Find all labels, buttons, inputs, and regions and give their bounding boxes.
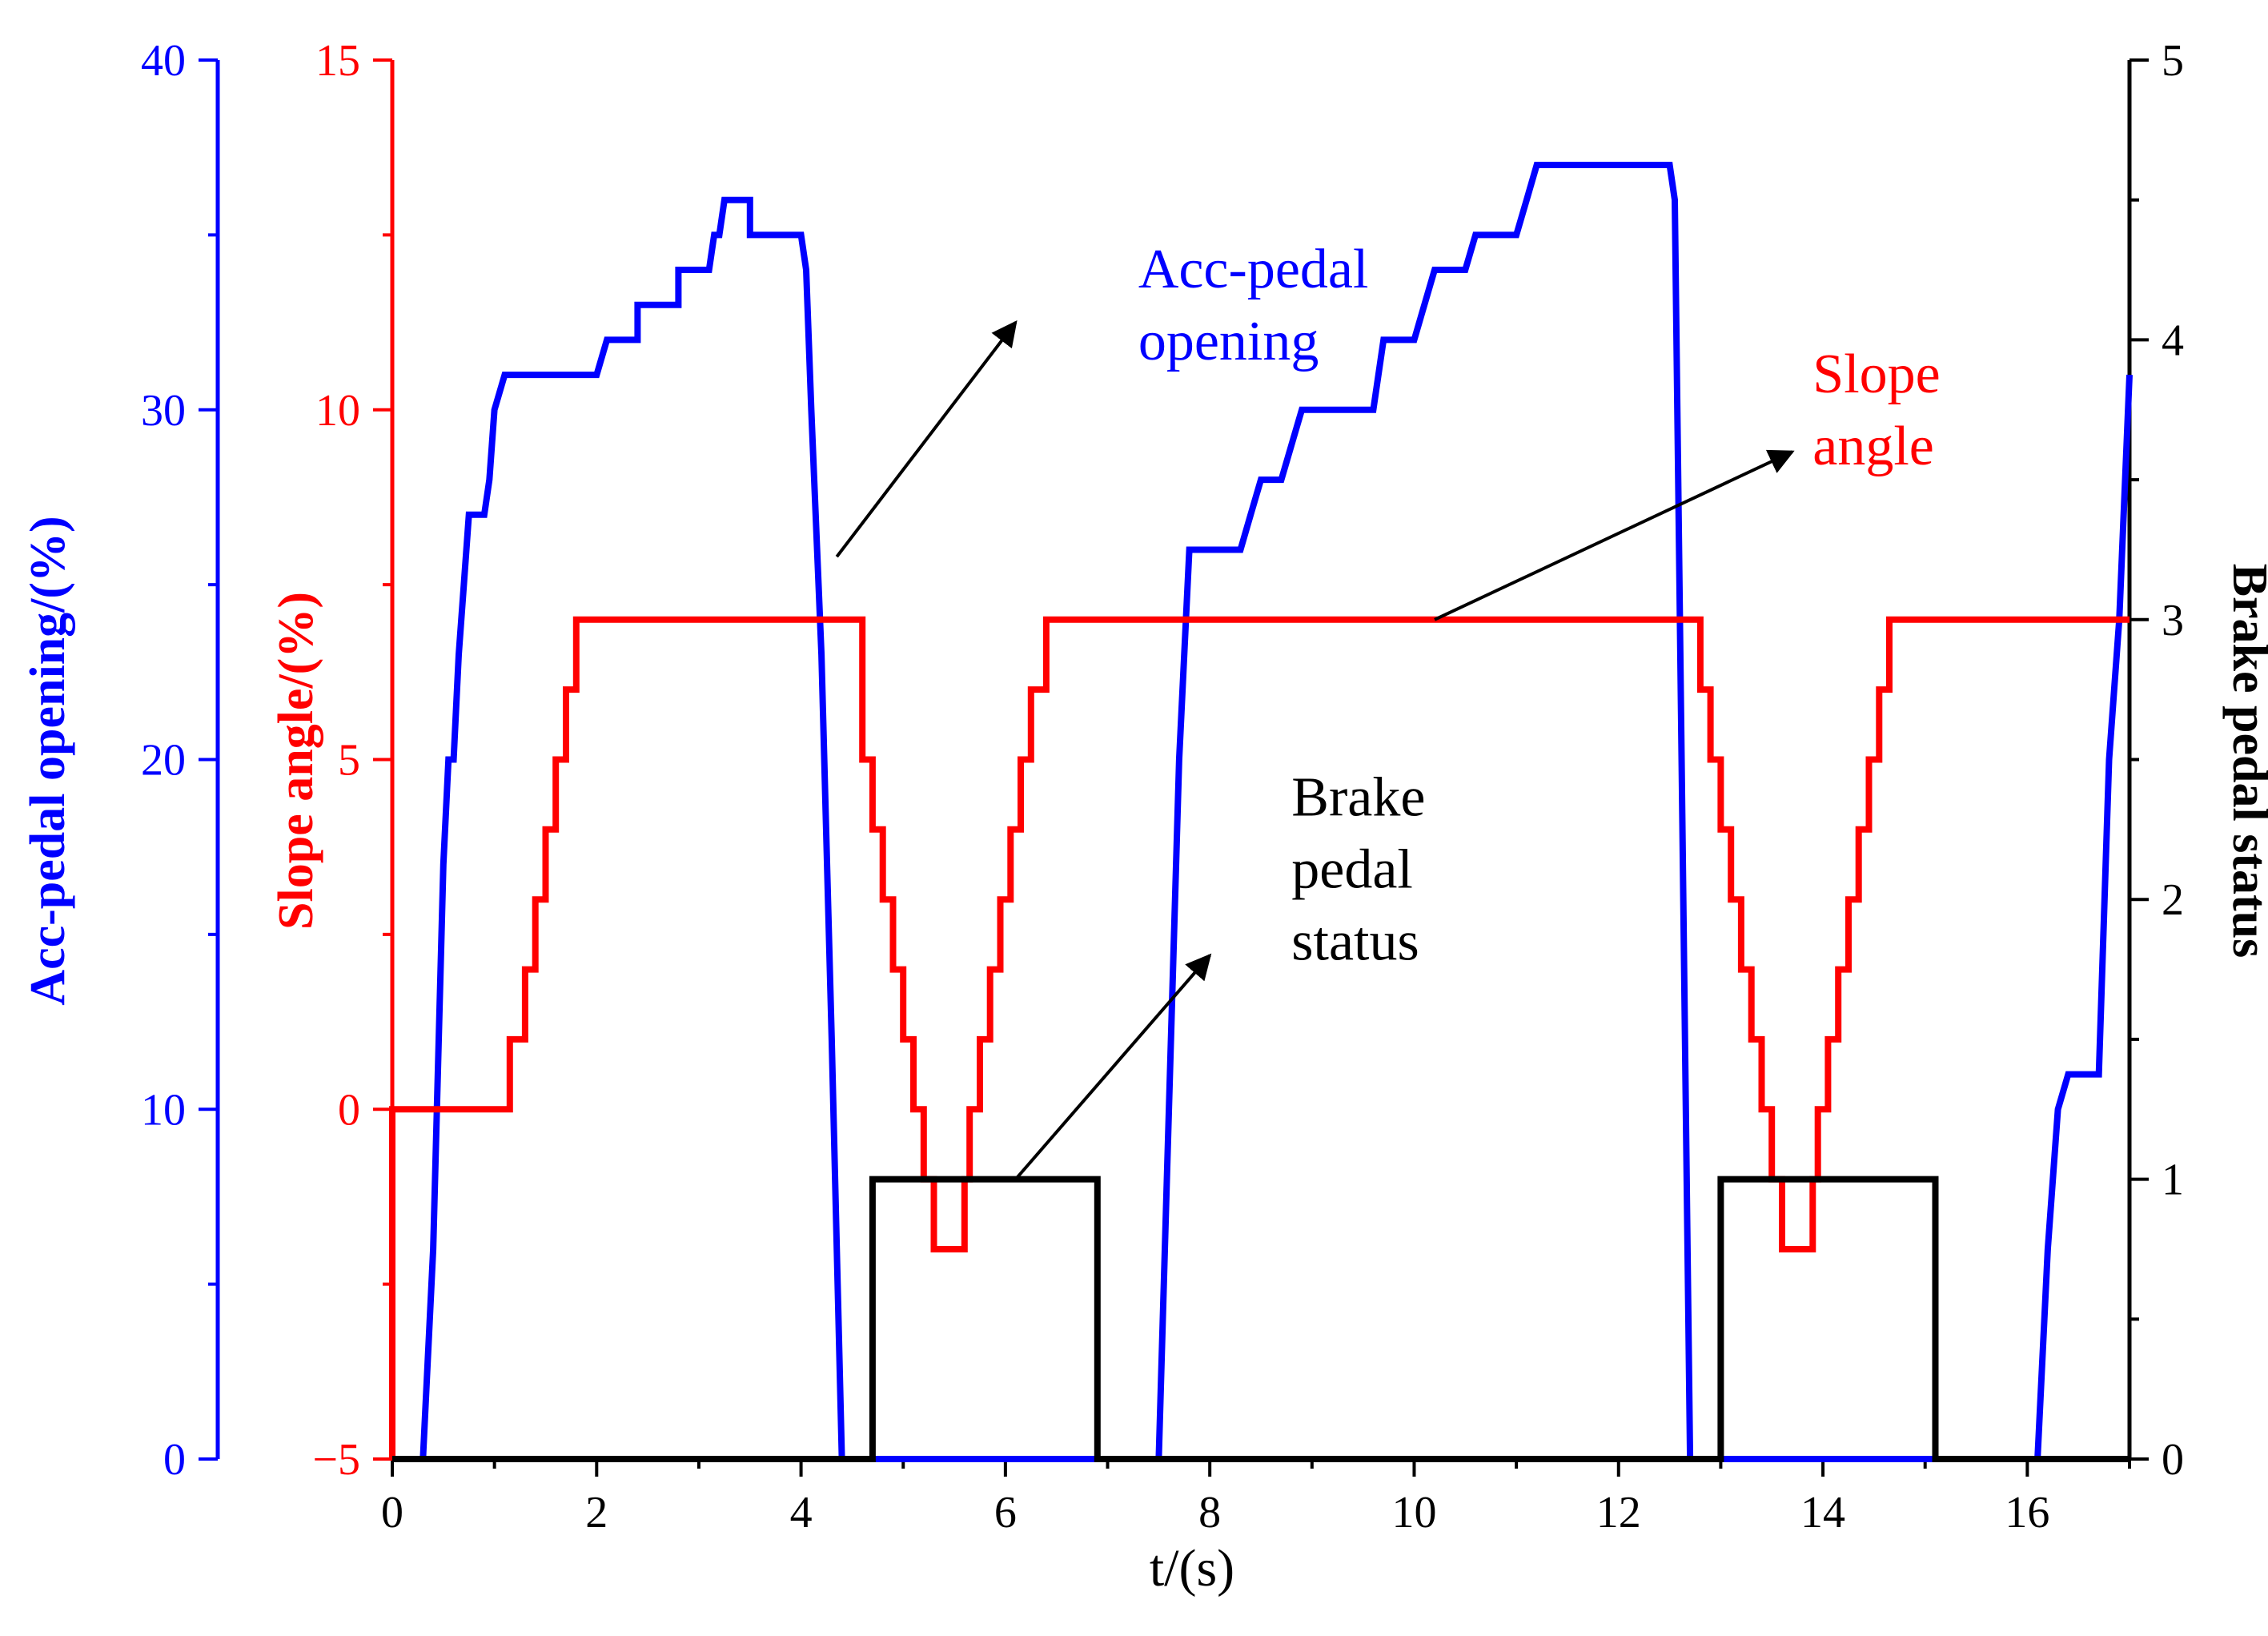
- slope-tick-label: −5: [312, 1435, 360, 1485]
- brake-tick-label: 2: [2162, 875, 2184, 925]
- brake-annotation-line: Brake: [1291, 766, 1425, 828]
- x-tick-label: 8: [1198, 1488, 1221, 1538]
- x-tick-label: 12: [1596, 1488, 1641, 1538]
- acc-tick-label: 30: [141, 386, 186, 436]
- acc-annotation-line: Acc-pedal: [1138, 239, 1369, 300]
- acc-tick-label: 20: [141, 736, 186, 786]
- brake-tick-label: 5: [2162, 36, 2184, 86]
- series-layer: [389, 162, 2133, 1462]
- brake-annotation-line: pedal: [1291, 838, 1413, 900]
- acc-tick-label: 0: [163, 1435, 186, 1485]
- x-tick-label: 0: [381, 1488, 403, 1538]
- slope-axis-title: Slope angle/(%): [269, 592, 323, 930]
- acc-tick-label: 10: [141, 1085, 186, 1135]
- x-tick-label: 14: [1800, 1488, 1845, 1538]
- acc-annotation-label: Acc-pedal opening: [1138, 239, 1369, 372]
- x-tick-label: 2: [585, 1488, 608, 1538]
- acc-tick-label: 40: [141, 36, 186, 86]
- x-tick-label: 16: [2005, 1488, 2049, 1538]
- brake-tick-label: 3: [2162, 596, 2184, 645]
- slope-tick-label: 15: [315, 36, 360, 86]
- slope-series-line: [389, 616, 2130, 1459]
- slope-tick-label: 5: [338, 736, 360, 786]
- brake-tick-label: 0: [2162, 1435, 2184, 1485]
- acc-annotation-line: opening: [1138, 311, 1319, 372]
- slope-annotation-line: Slope: [1812, 344, 1940, 405]
- brake-axis-title: Brake pedal status: [2222, 564, 2268, 959]
- x-tick-label: 6: [994, 1488, 1017, 1538]
- x-axis-title: t/(s): [1150, 1539, 1234, 1598]
- slope-annotation-arrow: [1434, 449, 1795, 621]
- acc-axis-title: Acc-pedal opening/(%): [21, 516, 75, 1005]
- slope-annotation-line: angle: [1812, 416, 1934, 477]
- brake-tick-label: 1: [2162, 1156, 2184, 1205]
- x-tick-label: 4: [790, 1488, 813, 1538]
- acc-series-line: [419, 162, 2133, 1462]
- x-tick-label: 10: [1391, 1488, 1436, 1538]
- acc-annotation-arrow: [835, 320, 1018, 558]
- brake-tick-label: 4: [2162, 316, 2184, 365]
- slope-tick-label: 0: [338, 1085, 360, 1135]
- brake-annotation-label: Brake pedal status: [1291, 766, 1425, 972]
- brake-annotation-arrow: [1014, 953, 1212, 1180]
- slope-tick-label: 10: [315, 386, 360, 436]
- brake-annotation-line: status: [1291, 910, 1419, 972]
- brake-series-line: [392, 1176, 2130, 1462]
- annotation-layer: Acc-pedal opening Slope angle Brake pedal stat…: [835, 239, 1941, 1180]
- slope-annotation-label: Slope angle: [1812, 344, 1940, 477]
